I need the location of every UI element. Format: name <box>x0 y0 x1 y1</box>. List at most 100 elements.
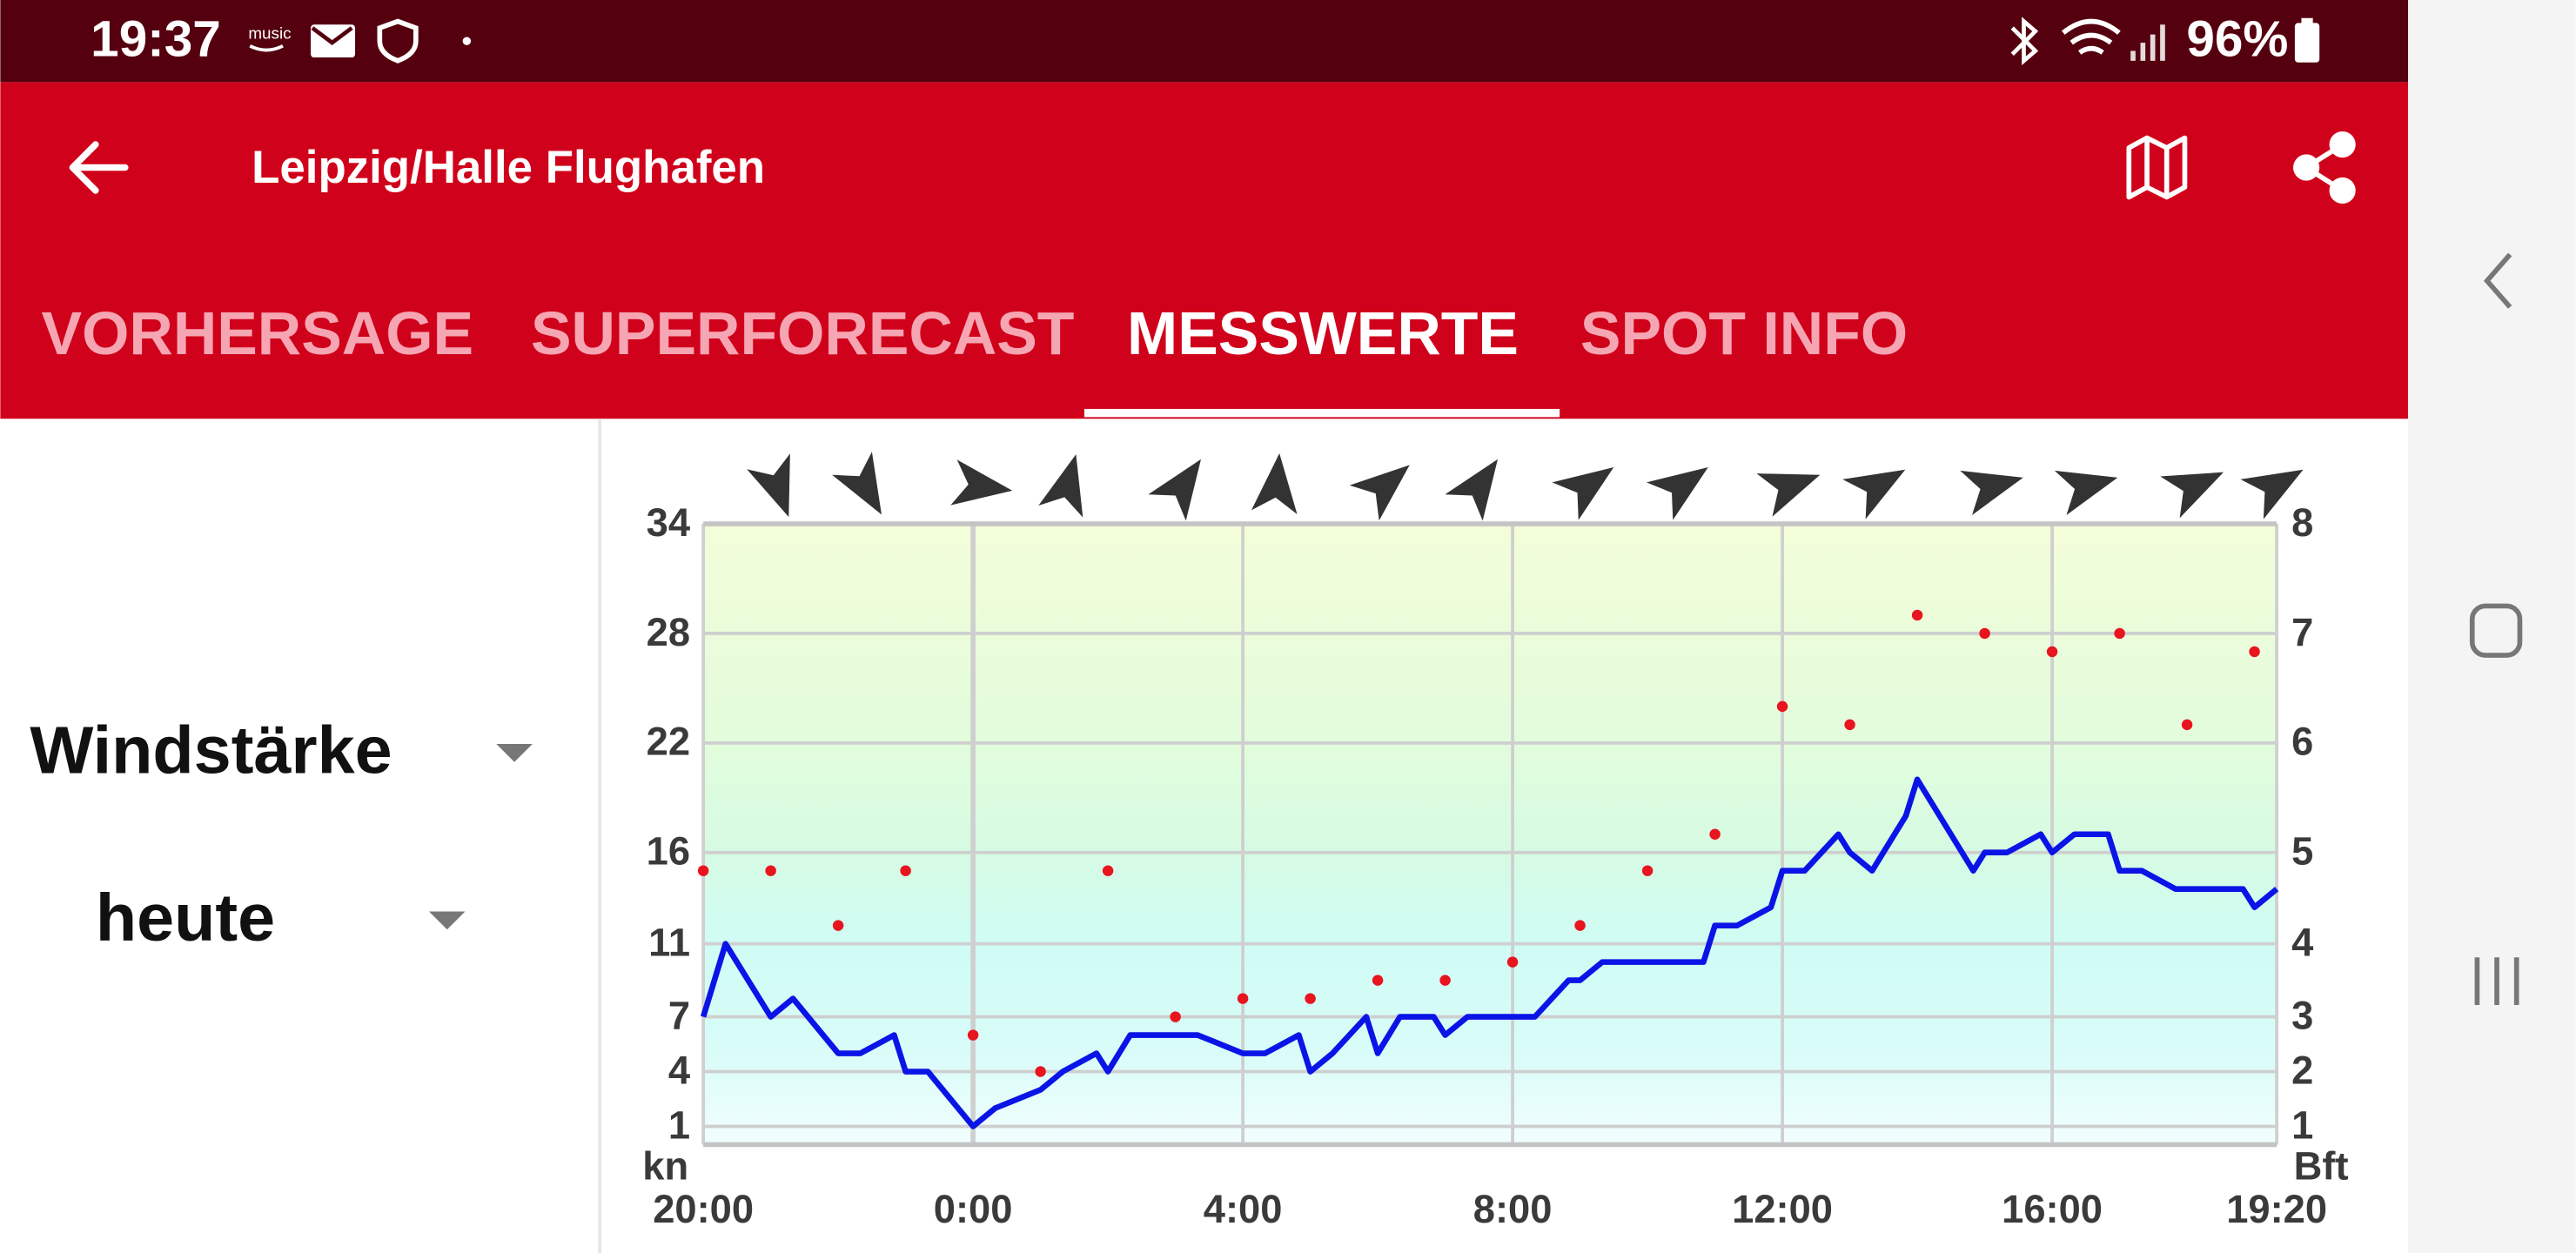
gust-dot <box>1979 627 1990 640</box>
wind-arrow <box>747 453 790 518</box>
wind-arrow <box>1960 470 2023 515</box>
dropdown-arrow <box>428 911 466 930</box>
gust-dot <box>1372 975 1384 986</box>
tab-indicator <box>1083 408 1560 418</box>
wifi-icon <box>2062 18 2121 55</box>
y-axis-unit: kn <box>642 1144 688 1189</box>
gust-dot <box>900 865 911 876</box>
tab[interactable]: SUPERFORECAST <box>531 299 1075 367</box>
plot-background <box>703 524 2277 1145</box>
gust-dot <box>1102 865 1114 876</box>
bluetooth-icon <box>2010 17 2039 65</box>
gust-dot <box>2249 646 2260 658</box>
spot-title: Leipzig/Halle Flughafen <box>252 142 765 193</box>
period-selector[interactable]: heute <box>96 881 466 955</box>
gust-dot <box>697 865 709 876</box>
wind-speed-line <box>700 776 2279 1129</box>
navigation-bar <box>2408 0 2576 1253</box>
battery-cap <box>2301 17 2313 25</box>
y2-tick-label: 3 <box>2291 993 2313 1037</box>
nav-back[interactable] <box>2483 252 2512 309</box>
wind-arrow <box>1148 459 1202 521</box>
mail-icon-flap <box>311 26 353 46</box>
wind-arrow <box>1445 459 1498 521</box>
wind-arrow <box>950 459 1013 506</box>
wind-arrow <box>2054 470 2118 515</box>
y2-tick-label: 6 <box>2291 720 2313 764</box>
y2-tick-label: 7 <box>2291 610 2313 654</box>
tab[interactable]: SPOT INFO <box>1580 299 1908 367</box>
gust-dot <box>1776 700 1788 713</box>
period-label: heute <box>96 881 275 955</box>
gust-dot <box>1911 609 1923 621</box>
battery-level: 96% <box>2186 11 2288 68</box>
wind-arrow <box>832 452 882 515</box>
parameter-label: Windstärke <box>30 714 392 788</box>
x-tick-label: 8:00 <box>1473 1187 1553 1231</box>
gust-dot <box>1439 975 1451 986</box>
back-button[interactable] <box>69 141 129 194</box>
wind-arrow <box>1349 465 1410 521</box>
y2-tick-label: 8 <box>2291 500 2313 545</box>
gust-dot <box>1035 1066 1046 1077</box>
tab-bar: VORHERSAGE SUPERFORECAST MESSWERTE SPOT INF… <box>42 299 1908 418</box>
y2-tick-label: 2 <box>2291 1048 2313 1092</box>
x-tick-label: 19:20 <box>2226 1187 2327 1231</box>
nav-recents[interactable] <box>2474 957 2519 1006</box>
tab[interactable]: VORHERSAGE <box>42 299 474 367</box>
more-dot <box>462 37 472 45</box>
y2-tick-label: 5 <box>2291 829 2313 874</box>
y-tick-label: 34 <box>647 500 690 545</box>
tab[interactable]: MESSWERTE <box>1127 299 1519 367</box>
gust-dot <box>2181 719 2193 731</box>
gust-dot <box>1506 956 1519 968</box>
y2-tick-label: 4 <box>2291 920 2313 964</box>
dropdown-arrow <box>496 743 533 762</box>
y2-tick-label: 1 <box>2291 1102 2313 1147</box>
wind-arrow <box>1251 453 1298 515</box>
music-icon-smile <box>249 44 284 52</box>
y-tick-label: 7 <box>668 993 690 1037</box>
x-tick-label: 16:00 <box>2002 1187 2103 1231</box>
wind-arrow <box>1756 473 1821 517</box>
wind-arrow <box>1552 466 1614 520</box>
gust-dot <box>1574 920 1586 931</box>
gust-dot <box>765 865 776 876</box>
battery-icon <box>2294 23 2320 63</box>
y-tick-label: 4 <box>668 1048 690 1092</box>
gust-dot <box>1709 828 1721 840</box>
gust-dot <box>2046 646 2058 658</box>
x-tick-label: 0:00 <box>934 1187 1013 1231</box>
share-button[interactable] <box>2293 131 2356 204</box>
y-tick-label: 1 <box>668 1102 690 1147</box>
wind-arrow <box>1038 454 1083 518</box>
clock: 19:37 <box>91 11 221 68</box>
wind-arrow <box>2240 469 2304 519</box>
gust-dot <box>1844 719 1855 731</box>
wind-arrow <box>1646 466 1708 520</box>
y-tick-label: 16 <box>647 829 690 874</box>
map-button[interactable] <box>2126 135 2188 200</box>
music-icon: music <box>248 24 291 43</box>
gust-dot <box>1170 1011 1181 1022</box>
wind-arrow <box>1842 469 1906 519</box>
gust-dot <box>1237 993 1249 1004</box>
signal-icon <box>2130 24 2165 61</box>
share-lines <box>2301 142 2345 193</box>
gust-dot <box>1641 865 1654 876</box>
parameter-selector[interactable]: Windstärke <box>30 714 533 788</box>
status-bar <box>0 0 2409 83</box>
gust-dot <box>1305 993 1316 1004</box>
x-tick-label: 20:00 <box>653 1187 754 1231</box>
y2-axis-unit: Bft <box>2294 1144 2349 1189</box>
x-tick-label: 4:00 <box>1204 1187 1283 1231</box>
y-tick-label: 28 <box>647 610 690 654</box>
gust-dot <box>967 1029 979 1041</box>
shield-icon <box>377 18 419 64</box>
gust-dot <box>832 920 844 931</box>
wind-arrow <box>2160 472 2224 519</box>
x-tick-label: 12:00 <box>1732 1187 1833 1231</box>
nav-home[interactable] <box>2469 603 2523 658</box>
